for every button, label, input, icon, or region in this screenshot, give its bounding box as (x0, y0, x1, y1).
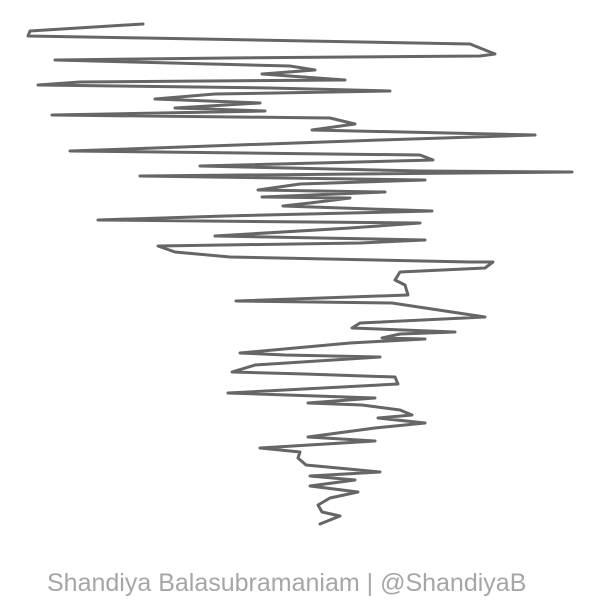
artist-credit: Shandiya Balasubramaniam | @ShandiyaB (47, 569, 527, 597)
tornado-scribble-line (26, 22, 574, 526)
